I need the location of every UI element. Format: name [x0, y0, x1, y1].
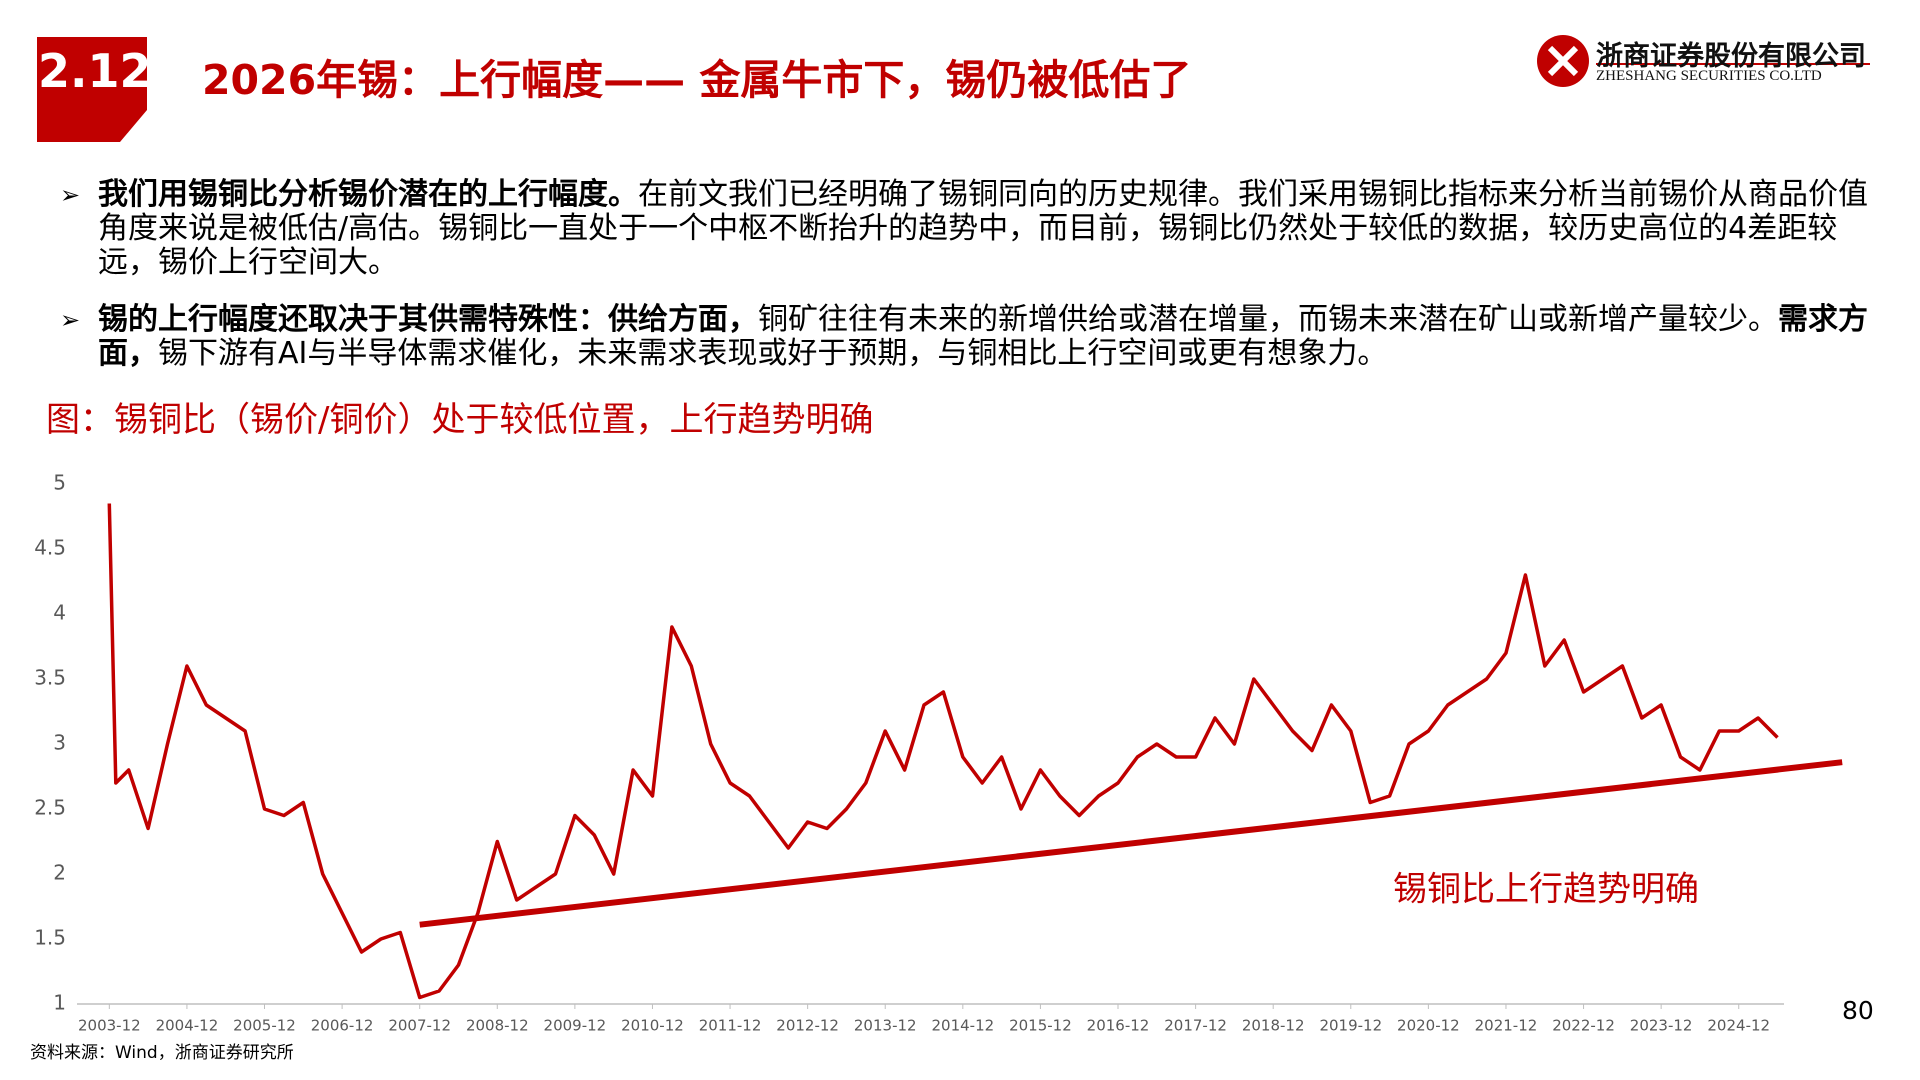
x-tick-label: 2016-12: [1087, 1017, 1150, 1035]
trend-line: [419, 759, 1843, 928]
logo-mark: [1547, 45, 1579, 77]
chart: 1 1.5 2 2.5 3 3.5 4 4.5 5 2003-12 2004-12 2005-12 20…: [34, 471, 1843, 1035]
bullet: ➢ 我们用锡铜比分析锡价潜在的上行幅度。在前文我们已经明确了锡铜同向的历史规律。我…: [60, 178, 1880, 280]
x-tick-label: 2009-12: [544, 1017, 607, 1035]
x-tick-label: 2011-12: [699, 1017, 762, 1035]
x-tick-label: 2004-12: [156, 1017, 219, 1035]
y-tick-label: 3: [53, 731, 66, 755]
y-tick-label: 4.5: [34, 536, 66, 560]
x-tick-label: 2020-12: [1397, 1017, 1460, 1035]
page-number: 80: [1842, 996, 1874, 1025]
company-name-en: ZHESHANG SECURITIES CO.LTD: [1596, 68, 1822, 84]
section-badge: [37, 37, 147, 142]
annotation: 锡铜比上行趋势明确: [1393, 870, 1699, 910]
slide-title: 2026年锡：上行幅度—— 金属牛市下，锡仍被低估了: [202, 56, 1192, 104]
y-tick-label: 5: [53, 471, 66, 495]
data-line: [107, 503, 1779, 1000]
logo: [1537, 35, 1870, 87]
x-tick-label: 2003-12: [78, 1017, 141, 1035]
text: 在前文我们已经明确了锡铜同向的历史规律。我们采用锡铜比指标来分析当前锡价从商品价…: [98, 177, 1868, 280]
x-tick-label: 2018-12: [1242, 1017, 1305, 1035]
text: 铜矿往往有未来的新增供给或潜在增量，而锡未来潜在矿山或新增产量较少。: [758, 302, 1778, 337]
y-tick-label: 4: [53, 601, 66, 625]
x-tick-label: 2010-12: [621, 1017, 684, 1035]
y-tick-label: 2: [53, 861, 66, 885]
bullet-body: 锡的上行幅度还取决于其供需特殊性：供给方面，铜矿往往有未来的新增供给或潜在增量，…: [98, 303, 1880, 371]
x-tick-label: 2014-12: [931, 1017, 994, 1035]
bullet-body: 我们用锡铜比分析锡价潜在的上行幅度。在前文我们已经明确了锡铜同向的历史规律。我们…: [98, 178, 1880, 280]
bold-text: 需求方面，: [98, 302, 1868, 371]
section-number: 2.12: [38, 44, 152, 98]
x-tick-label: 2007-12: [388, 1017, 451, 1035]
bullet-arrow: ➢: [60, 306, 81, 334]
x-tick-label: 2012-12: [776, 1017, 839, 1035]
bold-text: 我们用锡铜比分析锡价潜在的上行幅度。: [98, 177, 638, 212]
x-tick-label: 2022-12: [1552, 1017, 1615, 1035]
source-note: 资料来源：Wind，浙商证券研究所: [30, 1043, 294, 1063]
bullet-arrow: ➢: [60, 181, 81, 209]
text: 锡下游有AI与半导体需求催化，未来需求表现或好于预期，与铜相比上行空间或更有想象…: [158, 336, 1388, 371]
x-tick-label: 2015-12: [1009, 1017, 1072, 1035]
x-tick-label: 2008-12: [466, 1017, 529, 1035]
x-tick-label: 2005-12: [233, 1017, 296, 1035]
x-tick-label: 2013-12: [854, 1017, 917, 1035]
bold-text: 锡的上行幅度还取决于其供需特殊性：供给方面，: [98, 302, 758, 337]
y-tick-label: 2.5: [34, 796, 66, 820]
x-tick-label: 2024-12: [1707, 1017, 1770, 1035]
chart-title: 图：锡铜比（锡价/铜价）处于较低位置，上行趋势明确: [46, 400, 874, 440]
x-tick-label: 2021-12: [1475, 1017, 1538, 1035]
x-tick-label: 2023-12: [1630, 1017, 1693, 1035]
y-tick-label: 1.5: [34, 926, 66, 950]
bullet: ➢ 锡的上行幅度还取决于其供需特殊性：供给方面，铜矿往往有未来的新增供给或潜在增量…: [60, 303, 1880, 371]
y-tick-label: 3.5: [34, 666, 66, 690]
x-tick-label: 2017-12: [1164, 1017, 1227, 1035]
x-tick-label: 2006-12: [311, 1017, 374, 1035]
x-tick-label: 2019-12: [1319, 1017, 1382, 1035]
y-tick-label: 1: [53, 991, 66, 1015]
company-name: 浙商证券股份有限公司: [1596, 41, 1866, 72]
